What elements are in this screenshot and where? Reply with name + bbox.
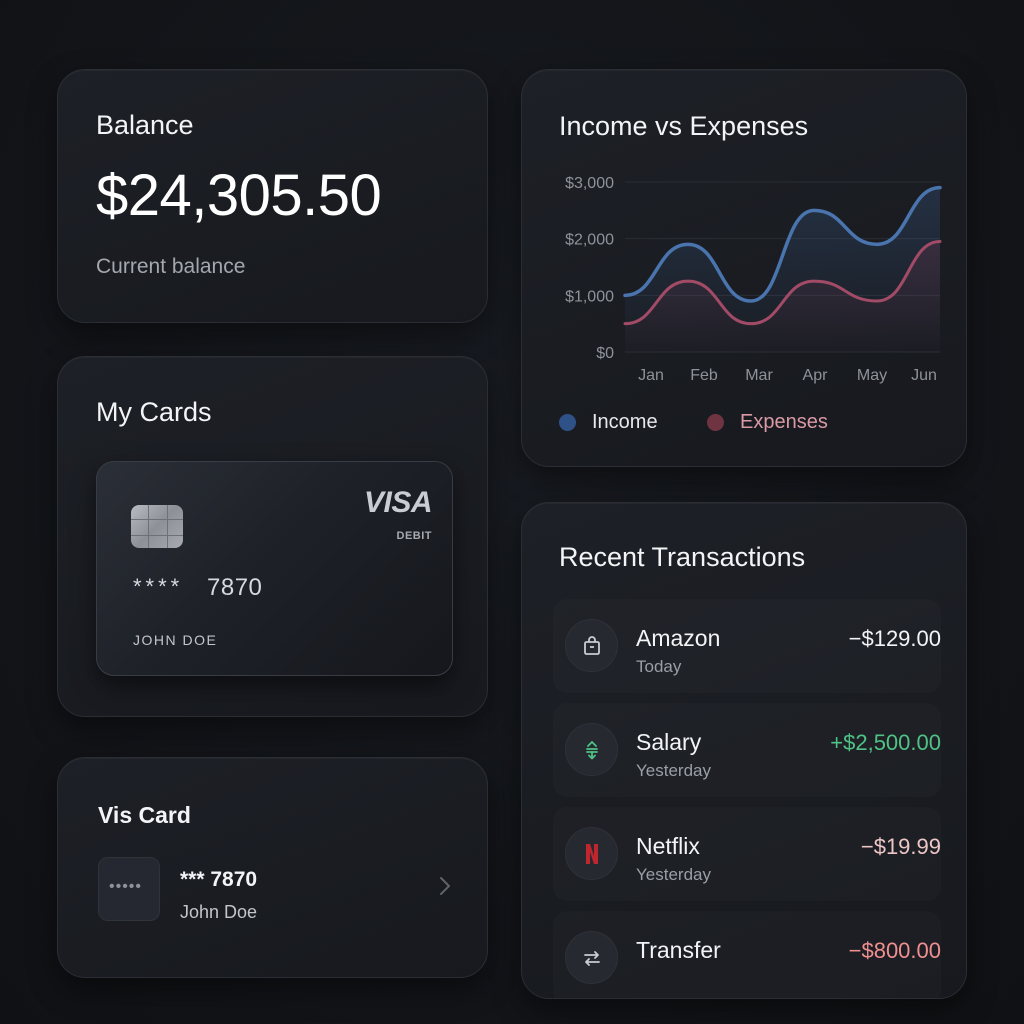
card-last4: 7870 [207,574,263,601]
income-expenses-chart: $3,000 $2,000 $1,000 $0 Jan Feb Mar Apr May Jun [565,175,942,384]
chart-title: Income vs Expenses [559,111,809,141]
netflix-icon [565,827,618,880]
x-tick-label: May [857,367,887,384]
card-thumbnail-dots: ••••• [109,878,143,895]
swap-arrows-icon [565,931,618,984]
transfer-arrows-icon [565,723,618,776]
balance-panel: Balance $24,305.50 Current balance [57,69,488,323]
x-tick-label: Feb [690,367,718,384]
balance-amount: $24,305.50 [96,163,382,228]
legend-expenses: Expenses [707,411,828,434]
vis-card-number: *** 7870 [180,868,258,891]
transaction-name: Transfer [636,937,721,963]
y-tick-label: $1,000 [565,288,614,305]
balance-subtitle: Current balance [96,255,246,278]
expenses-area [625,241,940,352]
transaction-row[interactable]: Netflix Yesterday −$19.99 [553,807,941,901]
legend-expenses-label: Expenses [740,411,828,433]
legend-expenses-dot [707,414,724,431]
card-chip-icon [131,505,183,548]
transaction-row[interactable]: Salary Yesterday +$2,500.00 [553,703,941,797]
legend-income-label: Income [592,411,658,433]
transaction-date: Today [636,657,682,676]
credit-card[interactable]: VISA DEBIT **** 7870 JOHN DOE [96,461,453,676]
y-tick-label: $0 [596,345,614,362]
transaction-name: Netflix [636,833,700,859]
card-number-mask: **** [133,574,184,599]
transaction-amount: −$800.00 [848,938,941,963]
transaction-amount: −$129.00 [848,626,941,651]
y-tick-label: $3,000 [565,175,614,192]
transaction-date: Yesterday [636,761,711,780]
transaction-amount: +$2,500.00 [830,730,941,755]
transaction-row[interactable]: Transfer −$800.00 [553,911,941,998]
income-expenses-panel: Income vs Expenses $3,000 $2,000 $1,000 $0 J… [521,69,967,467]
balance-title: Balance [96,110,194,140]
vis-card-name: John Doe [180,902,258,922]
chevron-right-icon[interactable] [433,874,457,898]
x-tick-label: Jun [911,367,937,384]
vis-card-title: Vis Card [98,802,191,828]
shopping-bag-icon [565,619,618,672]
legend-income-dot [559,414,576,431]
vis-card-panel[interactable]: Vis Card ••••• *** 7870 John Doe [57,757,488,978]
transaction-row[interactable]: Amazon Today −$129.00 [553,599,941,693]
income-series-line [623,185,942,303]
transaction-name: Amazon [636,625,721,651]
my-cards-panel: My Cards VISA DEBIT **** 7870 JOHN DOE [57,356,488,717]
x-tick-label: Mar [745,367,773,384]
transactions-title: Recent Transactions [559,542,806,572]
transaction-name: Salary [636,729,702,755]
transaction-amount: −$19.99 [860,834,941,859]
my-cards-title: My Cards [96,397,212,427]
card-type: DEBIT [396,530,432,542]
legend-income: Income [559,411,658,434]
visa-logo: VISA [363,486,433,519]
y-tick-label: $2,000 [565,232,614,249]
transaction-date: Yesterday [636,865,711,884]
x-tick-label: Jan [638,367,664,384]
x-tick-label: Apr [803,367,829,384]
card-holder: JOHN DOE [133,632,218,648]
recent-transactions-panel: Recent Transactions Amazon Today −$129.0… [521,502,967,999]
expenses-series-line [623,240,942,326]
card-thumbnail-icon: ••••• [98,857,160,921]
